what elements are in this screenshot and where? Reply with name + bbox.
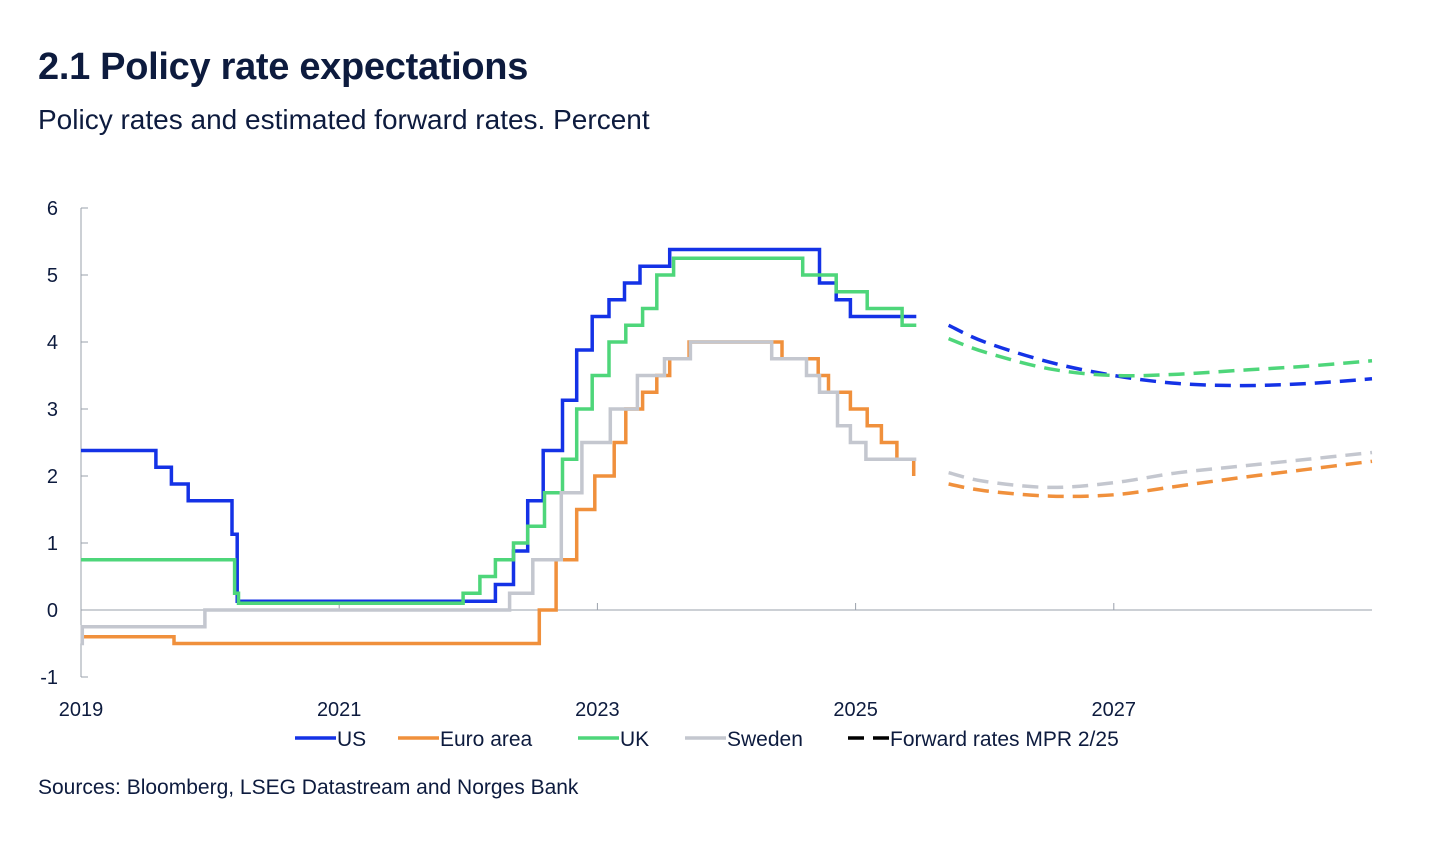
x-tick-label: 2019 xyxy=(59,699,104,721)
forward-line-us-forward xyxy=(947,323,1373,388)
y-tick-label: 2 xyxy=(47,466,58,488)
source-note: Sources: Bloomberg, LSEG Datastream and … xyxy=(38,776,579,799)
x-tick-label: 2021 xyxy=(317,699,362,721)
chart-series xyxy=(80,247,1373,646)
y-tick-label: 6 xyxy=(47,198,58,220)
y-tick-label: 0 xyxy=(47,600,58,622)
legend-label: Sweden xyxy=(727,728,803,751)
series-line-euro-area xyxy=(81,340,916,646)
chart-legend: US Euro area UK Sweden Forward rates MPR 2/2… xyxy=(295,728,1119,751)
y-tick-label: 5 xyxy=(47,265,58,287)
series-line-uk xyxy=(81,256,917,606)
x-tick-label: 2027 xyxy=(1092,699,1137,721)
forward-line-sweden-forward xyxy=(948,450,1373,490)
chart-title: 2.1 Policy rate expectations xyxy=(38,46,529,88)
legend-label: US xyxy=(337,728,366,751)
y-tick-label: -1 xyxy=(40,667,58,689)
legend-label: Forward rates MPR 2/25 xyxy=(890,728,1119,751)
y-tick-label: 3 xyxy=(47,399,58,421)
chart-subtitle: Policy rates and estimated forward rates… xyxy=(38,104,650,135)
x-tick-label: 2023 xyxy=(575,699,620,721)
legend-label: Euro area xyxy=(440,728,533,751)
series-line-sweden xyxy=(80,340,917,646)
x-tick-label: 2025 xyxy=(833,699,878,721)
y-tick-label: 4 xyxy=(47,332,58,354)
forward-line-uk-forward xyxy=(947,336,1373,378)
series-line-us xyxy=(81,247,917,604)
y-tick-label: 1 xyxy=(47,533,58,555)
legend-label: UK xyxy=(620,728,649,751)
forward-line-euro-area-forward xyxy=(948,459,1373,499)
